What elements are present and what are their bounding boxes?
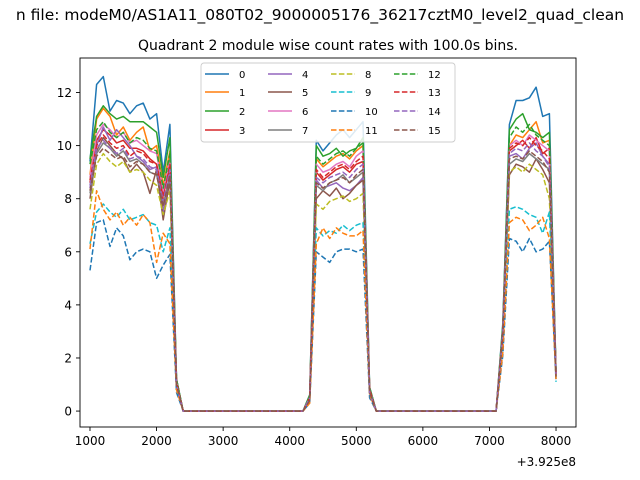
x-tick-label: 4000: [274, 434, 305, 448]
x-axis-offset-label: +3.925e8: [517, 455, 576, 469]
series-line-11: [89, 189, 557, 412]
y-tick-label: 0: [64, 405, 72, 419]
x-tick-label: 8000: [541, 434, 572, 448]
figure-suptitle: n file: modeM0/AS1A11_080T02_9000005176_…: [16, 6, 624, 25]
legend-label-6: 6: [302, 107, 308, 118]
legend-label-4: 4: [302, 70, 308, 81]
x-tick-label: 2000: [141, 434, 172, 448]
series-line-9: [89, 203, 557, 412]
legend-label-2: 2: [239, 107, 245, 118]
legend-label-1: 1: [239, 88, 245, 99]
y-tick-label: 10: [57, 139, 72, 153]
series-line-15: [89, 147, 557, 412]
x-tick-label: 5000: [341, 434, 372, 448]
series-line-14: [89, 139, 557, 412]
chart-title: Quadrant 2 module wise count rates with …: [138, 38, 518, 54]
y-tick-label: 12: [57, 86, 72, 100]
x-tick-label: 6000: [408, 434, 439, 448]
legend-label-11: 11: [365, 126, 378, 137]
y-tick-label: 2: [64, 351, 72, 365]
legend-label-0: 0: [239, 70, 245, 81]
legend-label-9: 9: [365, 88, 371, 99]
legend-label-12: 12: [428, 70, 441, 81]
axes-frame: [79, 57, 577, 428]
y-axis: 0 2 4 6 8 10 12: [57, 86, 80, 419]
x-tick-label: 3000: [208, 434, 239, 448]
legend-label-8: 8: [365, 70, 371, 81]
legend-label-7: 7: [302, 126, 308, 137]
legend-label-3: 3: [239, 126, 245, 137]
legend-label-5: 5: [302, 88, 308, 99]
series-layer: [89, 75, 557, 412]
y-tick-label: 8: [64, 192, 72, 206]
x-axis: 1000 2000 3000 4000 5000 6000 7000 8000: [75, 427, 572, 448]
legend-frame: [200, 62, 456, 143]
y-tick-label: 6: [64, 245, 72, 259]
y-tick-label: 4: [64, 298, 72, 312]
legend-label-14: 14: [428, 107, 441, 118]
series-line-12: [89, 120, 557, 412]
legend-label-10: 10: [365, 107, 378, 118]
x-tick-label: 7000: [474, 434, 505, 448]
legend-label-15: 15: [428, 126, 441, 137]
legend-label-13: 13: [428, 88, 441, 99]
x-tick-label: 1000: [75, 434, 106, 448]
